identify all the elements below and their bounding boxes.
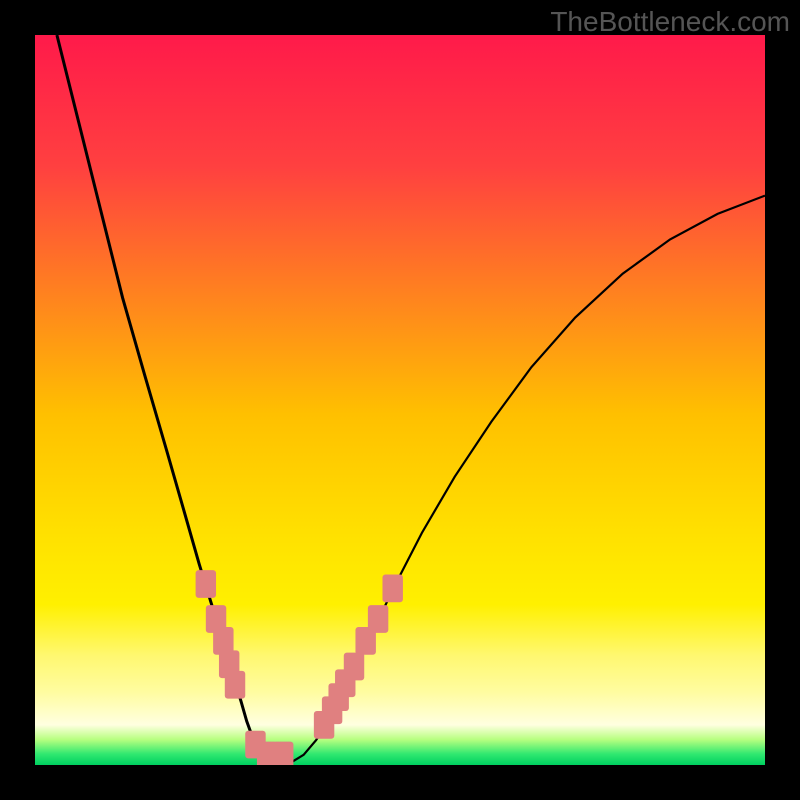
gradient-background [35, 35, 765, 765]
chart-svg [35, 35, 765, 765]
data-marker [225, 671, 245, 699]
watermark-text: TheBottleneck.com [550, 6, 790, 38]
data-marker [196, 570, 216, 598]
data-marker [368, 605, 388, 633]
data-marker [273, 742, 293, 765]
data-marker [344, 653, 364, 681]
data-marker [382, 574, 402, 602]
